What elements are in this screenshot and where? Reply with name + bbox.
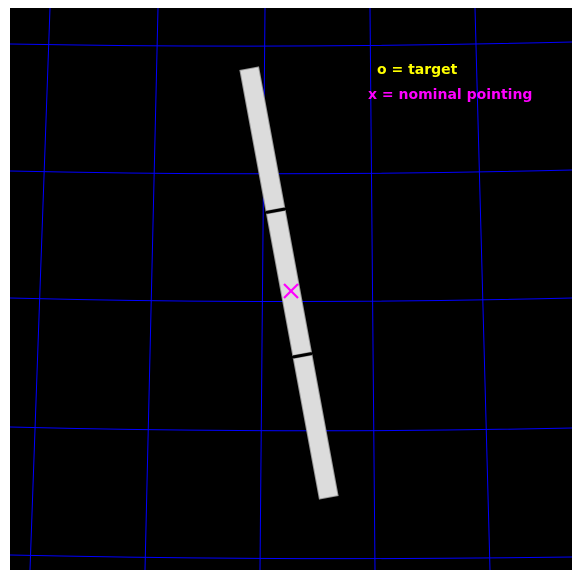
slit-gap-lower xyxy=(292,352,313,359)
slit-segment-1 xyxy=(239,66,286,212)
grid-line-h2 xyxy=(9,169,572,175)
grid-line-h5 xyxy=(9,554,572,560)
page-frame-top xyxy=(0,0,572,8)
grid-line-v4 xyxy=(369,7,376,571)
legend-target: o = target xyxy=(377,62,458,78)
grid-line-v1 xyxy=(29,7,51,571)
grid-line-v2 xyxy=(144,7,159,571)
legend-nominal-pointing: x = nominal pointing xyxy=(368,87,532,103)
page-frame-left xyxy=(0,0,10,571)
grid-line-h4 xyxy=(9,426,572,432)
slit-gap-upper xyxy=(265,207,286,214)
nominal-pointing-marker xyxy=(283,283,299,299)
grid-line-v5 xyxy=(474,7,491,571)
slit xyxy=(239,66,339,500)
grid-line-h1 xyxy=(9,41,572,47)
